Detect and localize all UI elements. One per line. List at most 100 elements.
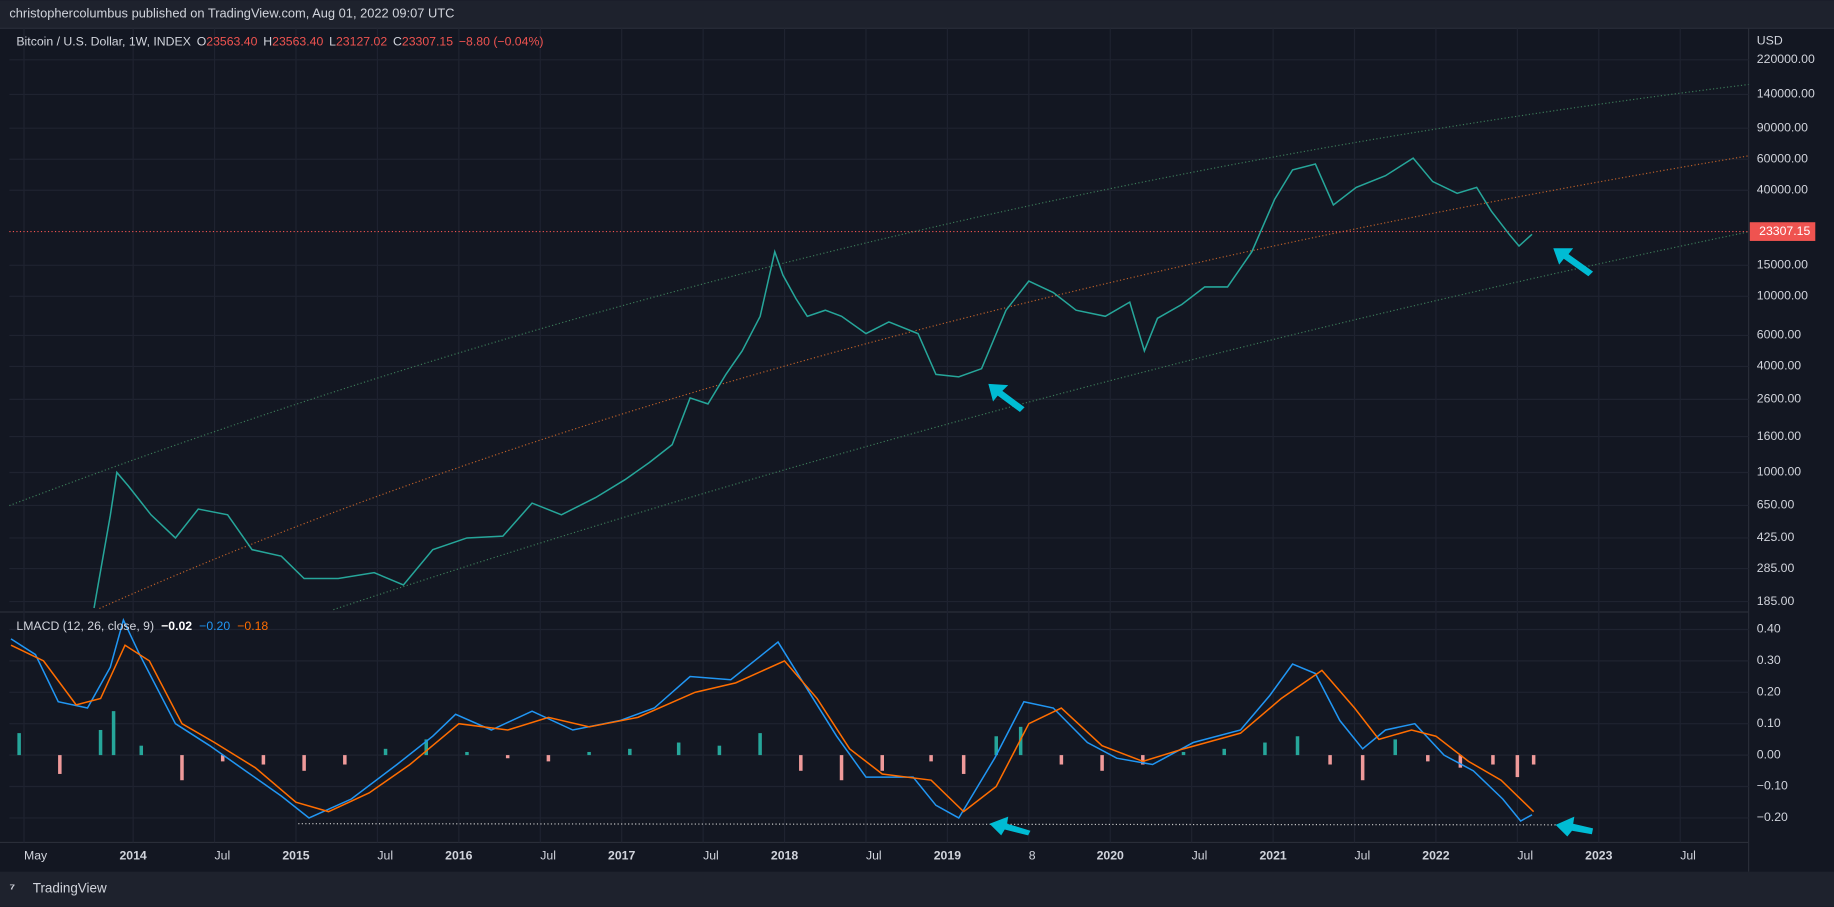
last-price-label: 23307.15 [1759, 224, 1810, 238]
histogram-bar [1295, 736, 1300, 756]
legend-title: Bitcoin / U.S. Dollar, 1W, INDEX [16, 35, 191, 49]
x-tick-label: May [24, 849, 48, 863]
histogram-bar [839, 755, 844, 781]
histogram-bar [1181, 751, 1186, 756]
x-tick-label: Jul [1517, 849, 1533, 863]
legend: Bitcoin / U.S. Dollar, 1W, INDEX O23563.4… [16, 35, 543, 49]
y-tick-label: 2600.00 [1757, 392, 1802, 406]
legend-value: 23127.02 [336, 35, 387, 49]
legend-value: −0.20 [199, 619, 230, 633]
histogram-bar [383, 748, 388, 756]
arrow [1555, 816, 1594, 837]
y-tick-label: 0.40 [1757, 622, 1781, 636]
y-tick-label: 40000.00 [1757, 183, 1808, 197]
y-tick-label: 0.30 [1757, 653, 1781, 667]
x-tick-label: 2015 [282, 849, 309, 863]
y-tick-label: 650.00 [1757, 498, 1795, 512]
histogram-bar [880, 755, 884, 771]
currency-label: USD [1757, 33, 1783, 47]
x-tick-label: Jul [377, 849, 393, 863]
histogram-bar [1360, 755, 1365, 781]
histogram-bar [1222, 748, 1226, 756]
x-tick-label: Jul [866, 849, 882, 863]
x-tick-label: 2023 [1585, 849, 1612, 863]
footer-bar [0, 871, 1834, 907]
y-tick-label: −0.20 [1757, 810, 1788, 824]
histogram-bar [343, 755, 347, 765]
x-tick-label: 2017 [608, 849, 635, 863]
legend: LMACD (12, 26, close, 9) −0.02 −0.20 −0.18 [16, 619, 268, 633]
x-tick-label: 2014 [119, 849, 146, 863]
x-tick-label: 2016 [445, 849, 472, 863]
y-tick-label: 6000.00 [1757, 328, 1802, 342]
footer-text: TradingView [33, 881, 107, 896]
histogram-bar [717, 745, 722, 756]
histogram-bar [111, 711, 116, 756]
histogram-bar [1531, 755, 1536, 765]
y-tick-label: 1600.00 [1757, 429, 1802, 443]
histogram-bar [758, 733, 762, 756]
header-text: christophercolumbus published on Trading… [9, 6, 454, 21]
legend-key: L [329, 35, 336, 49]
histogram-bar [220, 755, 225, 762]
y-tick-label: 90000.00 [1757, 120, 1808, 134]
y-tick-label: 0.00 [1757, 747, 1781, 761]
histogram-bar [1059, 755, 1064, 765]
histogram-bar [505, 755, 510, 759]
legend-title: LMACD (12, 26, close, 9) [16, 619, 154, 633]
histogram-bar [994, 736, 998, 756]
histogram-bar [1458, 755, 1463, 768]
histogram-bar [1393, 739, 1397, 756]
y-tick-label: 0.10 [1757, 716, 1781, 730]
y-tick-label: 60000.00 [1757, 151, 1808, 165]
logo-mark: ⁷ [9, 880, 15, 896]
channel-top [9, 83, 1749, 507]
x-tick-label: 8 [1029, 849, 1036, 863]
histogram-bar [1515, 755, 1520, 778]
y-tick-label: 185.00 [1757, 594, 1795, 608]
macd-line [10, 617, 1533, 822]
arrow [988, 383, 1025, 412]
legend-key: O [197, 35, 207, 49]
x-tick-label: 2019 [934, 849, 961, 863]
y-tick-label: 425.00 [1757, 530, 1795, 544]
legend-value: −0.18 [237, 619, 268, 633]
price-line [93, 157, 1533, 609]
arrow [989, 816, 1031, 836]
histogram-bar [628, 748, 632, 756]
arrow [1553, 248, 1594, 277]
x-tick-label: 2018 [771, 849, 798, 863]
y-tick-label: −0.10 [1757, 779, 1788, 793]
x-tick-label: 2020 [1097, 849, 1124, 863]
macd-line [10, 644, 1535, 813]
channel-mid [99, 155, 1749, 610]
histogram-bar [58, 755, 62, 774]
histogram-bar [961, 755, 966, 774]
y-tick-label: 4000.00 [1757, 359, 1802, 373]
y-tick-label: 15000.00 [1757, 258, 1808, 272]
histogram-bar [676, 742, 681, 756]
histogram-bar [799, 755, 803, 771]
histogram-bar [546, 755, 551, 762]
support-line [298, 823, 1556, 826]
histogram-bar [1426, 755, 1430, 762]
histogram-bar [1328, 755, 1332, 765]
y-tick-label: 220000.00 [1757, 52, 1815, 66]
x-tick-label: Jul [1355, 849, 1371, 863]
x-tick-label: Jul [1192, 849, 1208, 863]
x-tick-label: Jul [703, 849, 719, 863]
y-tick-label: 140000.00 [1757, 87, 1815, 101]
histogram-bar [424, 739, 429, 756]
y-tick-label: 0.20 [1757, 685, 1781, 699]
x-tick-label: Jul [540, 849, 556, 863]
histogram-bar [929, 755, 933, 762]
legend-change: −8.80 (−0.04%) [459, 35, 544, 49]
y-tick-label: 10000.00 [1757, 289, 1808, 303]
histogram-bar [98, 729, 103, 756]
histogram-bar [465, 751, 469, 756]
legend-value: −0.02 [161, 619, 192, 633]
histogram-bar [17, 733, 21, 756]
channel-bottom [333, 231, 1749, 611]
legend-value: 23307.15 [402, 35, 453, 49]
